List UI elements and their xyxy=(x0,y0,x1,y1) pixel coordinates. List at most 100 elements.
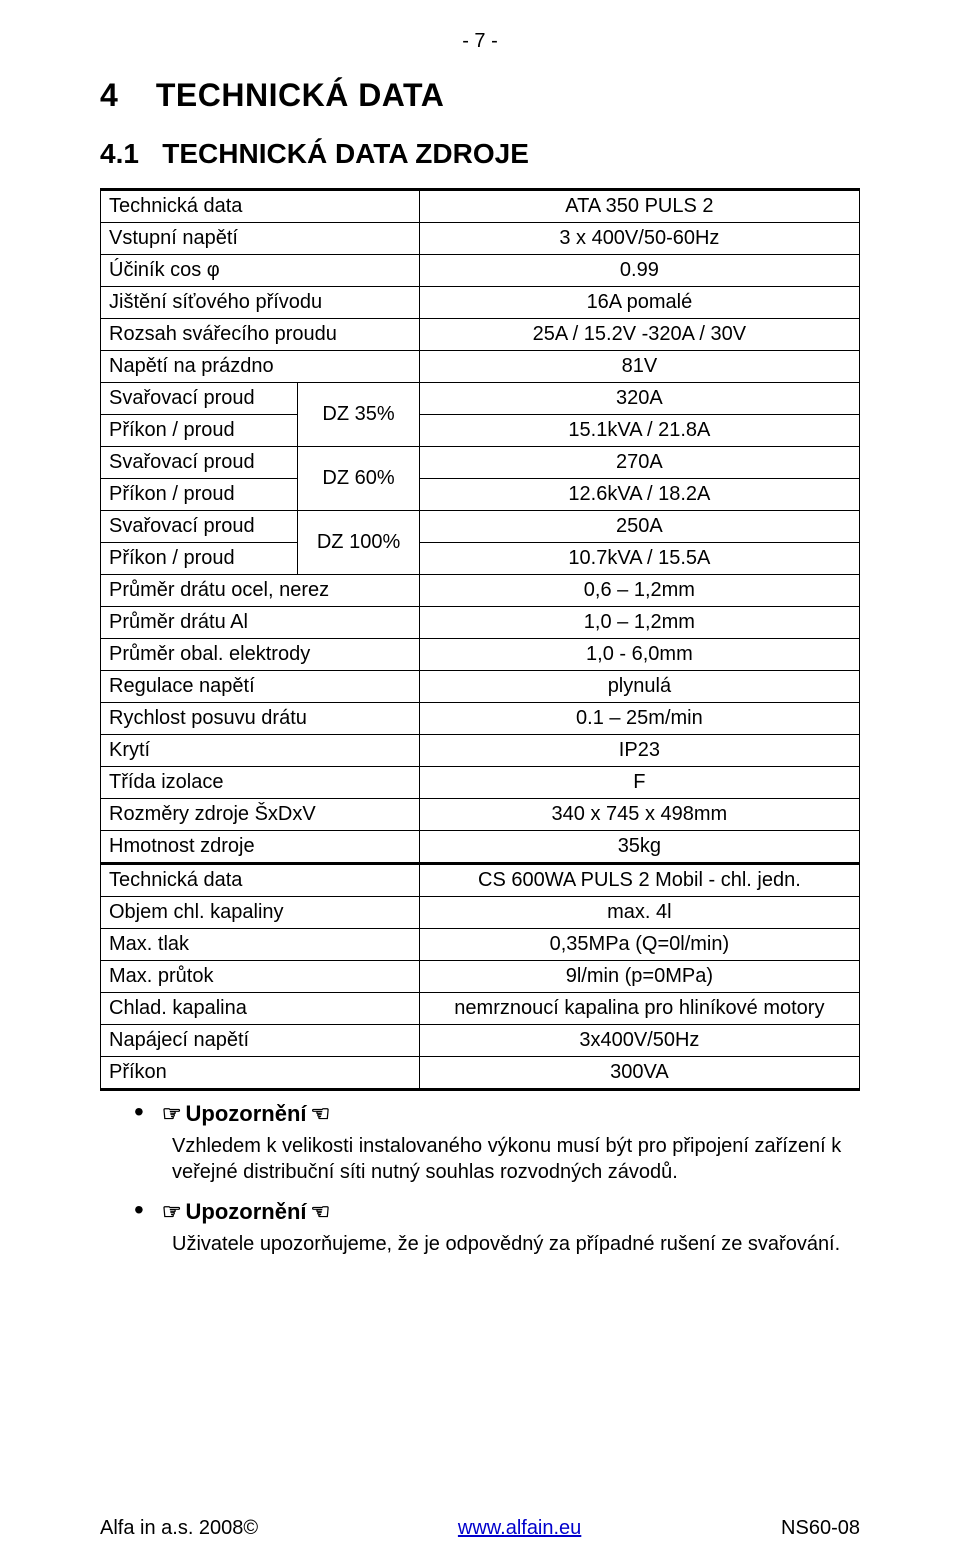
cell-value: 3 x 400V/50-60Hz xyxy=(419,223,859,255)
table-row: Svařovací proud DZ 35% 320A xyxy=(101,383,860,415)
table-row: Třída izolaceF xyxy=(101,767,860,799)
table-row: Příkon / proud 10.7kVA / 15.5A xyxy=(101,543,860,575)
note-title-text: Upozornění xyxy=(186,1199,307,1225)
bullet-icon: • xyxy=(134,1101,144,1123)
cell-label: Technická data xyxy=(101,864,420,897)
table-row: Hmotnost zdroje35kg xyxy=(101,831,860,864)
footer-left: Alfa in a.s. 2008© xyxy=(100,1517,258,1540)
cell-label: Svařovací proud xyxy=(101,447,298,479)
table-row: Napětí na prázdno 81V xyxy=(101,351,860,383)
table-row: Příkon / proud 15.1kVA / 21.8A xyxy=(101,415,860,447)
cell-value: 9l/min (p=0MPa) xyxy=(419,961,859,993)
table-row: Svařovací proud DZ 100% 250A xyxy=(101,511,860,543)
cell-dz: DZ 35% xyxy=(298,383,419,447)
cell-value: F xyxy=(419,767,859,799)
cell-value: 35kg xyxy=(419,831,859,864)
table-row: Rozměry zdroje ŠxDxV340 x 745 x 498mm xyxy=(101,799,860,831)
cell-label: Max. průtok xyxy=(101,961,420,993)
cell-label: Max. tlak xyxy=(101,929,420,961)
cell-value: 16A pomalé xyxy=(419,287,859,319)
table-row: Průměr drátu ocel, nerez0,6 – 1,2mm xyxy=(101,575,860,607)
cell-value: 0,35MPa (Q=0l/min) xyxy=(419,929,859,961)
cell-value: 0.1 – 25m/min xyxy=(419,703,859,735)
cell-label: Rychlost posuvu drátu xyxy=(101,703,420,735)
cell-value: CS 600WA PULS 2 Mobil - chl. jedn. xyxy=(419,864,859,897)
note-title-text: Upozornění xyxy=(186,1101,307,1127)
cell-value: 3x400V/50Hz xyxy=(419,1025,859,1057)
cell-value: 1,0 – 1,2mm xyxy=(419,607,859,639)
heading-main: 4 TECHNICKÁ DATA xyxy=(100,77,860,114)
cell-label: Průměr obal. elektrody xyxy=(101,639,420,671)
bullet-icon: • xyxy=(134,1199,144,1221)
cell-label: Chlad. kapalina xyxy=(101,993,420,1025)
note-body: Vzhledem k velikosti instalovaného výkon… xyxy=(172,1133,860,1185)
cell-label: Jištění síťového přívodu xyxy=(101,287,420,319)
cell-label: Příkon / proud xyxy=(101,415,298,447)
footer: Alfa in a.s. 2008© www.alfain.eu NS60-08 xyxy=(100,1517,860,1540)
table-row: Jištění síťového přívodu 16A pomalé xyxy=(101,287,860,319)
footer-link[interactable]: www.alfain.eu xyxy=(458,1517,581,1540)
cell-label: Svařovací proud xyxy=(101,383,298,415)
cell-label: Příkon / proud xyxy=(101,479,298,511)
notes: • ☞ Upozornění ☜ Vzhledem k velikosti in… xyxy=(100,1101,860,1257)
table-row: Chlad. kapalinanemrznoucí kapalina pro h… xyxy=(101,993,860,1025)
table-row: Technická data ATA 350 PULS 2 xyxy=(101,190,860,223)
cell-label: Rozměry zdroje ŠxDxV xyxy=(101,799,420,831)
cell-dz: DZ 60% xyxy=(298,447,419,511)
cell-label: Napětí na prázdno xyxy=(101,351,420,383)
cell-value: 25A / 15.2V -320A / 30V xyxy=(419,319,859,351)
table-row: Příkon / proud 12.6kVA / 18.2A xyxy=(101,479,860,511)
hand-icon: ☜ xyxy=(311,1199,331,1225)
table-row: Regulace napětíplynulá xyxy=(101,671,860,703)
table-row: Max. tlak0,35MPa (Q=0l/min) xyxy=(101,929,860,961)
table-row: Technická dataCS 600WA PULS 2 Mobil - ch… xyxy=(101,864,860,897)
table-row: Rozsah svářecího proudu 25A / 15.2V -320… xyxy=(101,319,860,351)
cell-value: 0.99 xyxy=(419,255,859,287)
cell-label: Rozsah svářecího proudu xyxy=(101,319,420,351)
cell-value: IP23 xyxy=(419,735,859,767)
cell-value: 10.7kVA / 15.5A xyxy=(419,543,859,575)
cell-value: plynulá xyxy=(419,671,859,703)
cell-label: Krytí xyxy=(101,735,420,767)
footer-right: NS60-08 xyxy=(781,1517,860,1540)
cell-dz: DZ 100% xyxy=(298,511,419,575)
cell-value: 340 x 745 x 498mm xyxy=(419,799,859,831)
cell-value: 250A xyxy=(419,511,859,543)
cell-label: Napájecí napětí xyxy=(101,1025,420,1057)
table-row: Účiník cos φ 0.99 xyxy=(101,255,860,287)
cell-label: Technická data xyxy=(101,190,420,223)
table-row: Max. průtok9l/min (p=0MPa) xyxy=(101,961,860,993)
cell-value: 1,0 - 6,0mm xyxy=(419,639,859,671)
cell-label: Průměr drátu Al xyxy=(101,607,420,639)
cell-value: 81V xyxy=(419,351,859,383)
cell-label: Třída izolace xyxy=(101,767,420,799)
cell-value: 0,6 – 1,2mm xyxy=(419,575,859,607)
cell-value: 15.1kVA / 21.8A xyxy=(419,415,859,447)
table-row: Rychlost posuvu drátu0.1 – 25m/min xyxy=(101,703,860,735)
cell-label: Regulace napětí xyxy=(101,671,420,703)
cell-value: nemrznoucí kapalina pro hliníkové motory xyxy=(419,993,859,1025)
cell-value: 300VA xyxy=(419,1057,859,1090)
cell-value: max. 4l xyxy=(419,897,859,929)
table-row: Vstupní napětí 3 x 400V/50-60Hz xyxy=(101,223,860,255)
table-row: Příkon300VA xyxy=(101,1057,860,1090)
cell-label: Průměr drátu ocel, nerez xyxy=(101,575,420,607)
cell-label: Vstupní napětí xyxy=(101,223,420,255)
cell-label: Hmotnost zdroje xyxy=(101,831,420,864)
table-row: Průměr obal. elektrody1,0 - 6,0mm xyxy=(101,639,860,671)
heading-sub: 4.1 TECHNICKÁ DATA ZDROJE xyxy=(100,138,860,170)
note-item: • ☞ Upozornění ☜ xyxy=(100,1101,860,1127)
table-row: KrytíIP23 xyxy=(101,735,860,767)
cell-label: Objem chl. kapaliny xyxy=(101,897,420,929)
heading-main-num: 4 xyxy=(100,77,118,113)
cell-label: Příkon xyxy=(101,1057,420,1090)
table-row: Objem chl. kapalinymax. 4l xyxy=(101,897,860,929)
note-title: ☞ Upozornění ☜ xyxy=(162,1199,330,1225)
hand-icon: ☜ xyxy=(311,1101,331,1127)
hand-icon: ☞ xyxy=(162,1101,182,1127)
cell-label: Příkon / proud xyxy=(101,543,298,575)
cell-value: 12.6kVA / 18.2A xyxy=(419,479,859,511)
cell-value: 270A xyxy=(419,447,859,479)
heading-sub-num: 4.1 xyxy=(100,138,139,169)
note-title: ☞ Upozornění ☜ xyxy=(162,1101,330,1127)
